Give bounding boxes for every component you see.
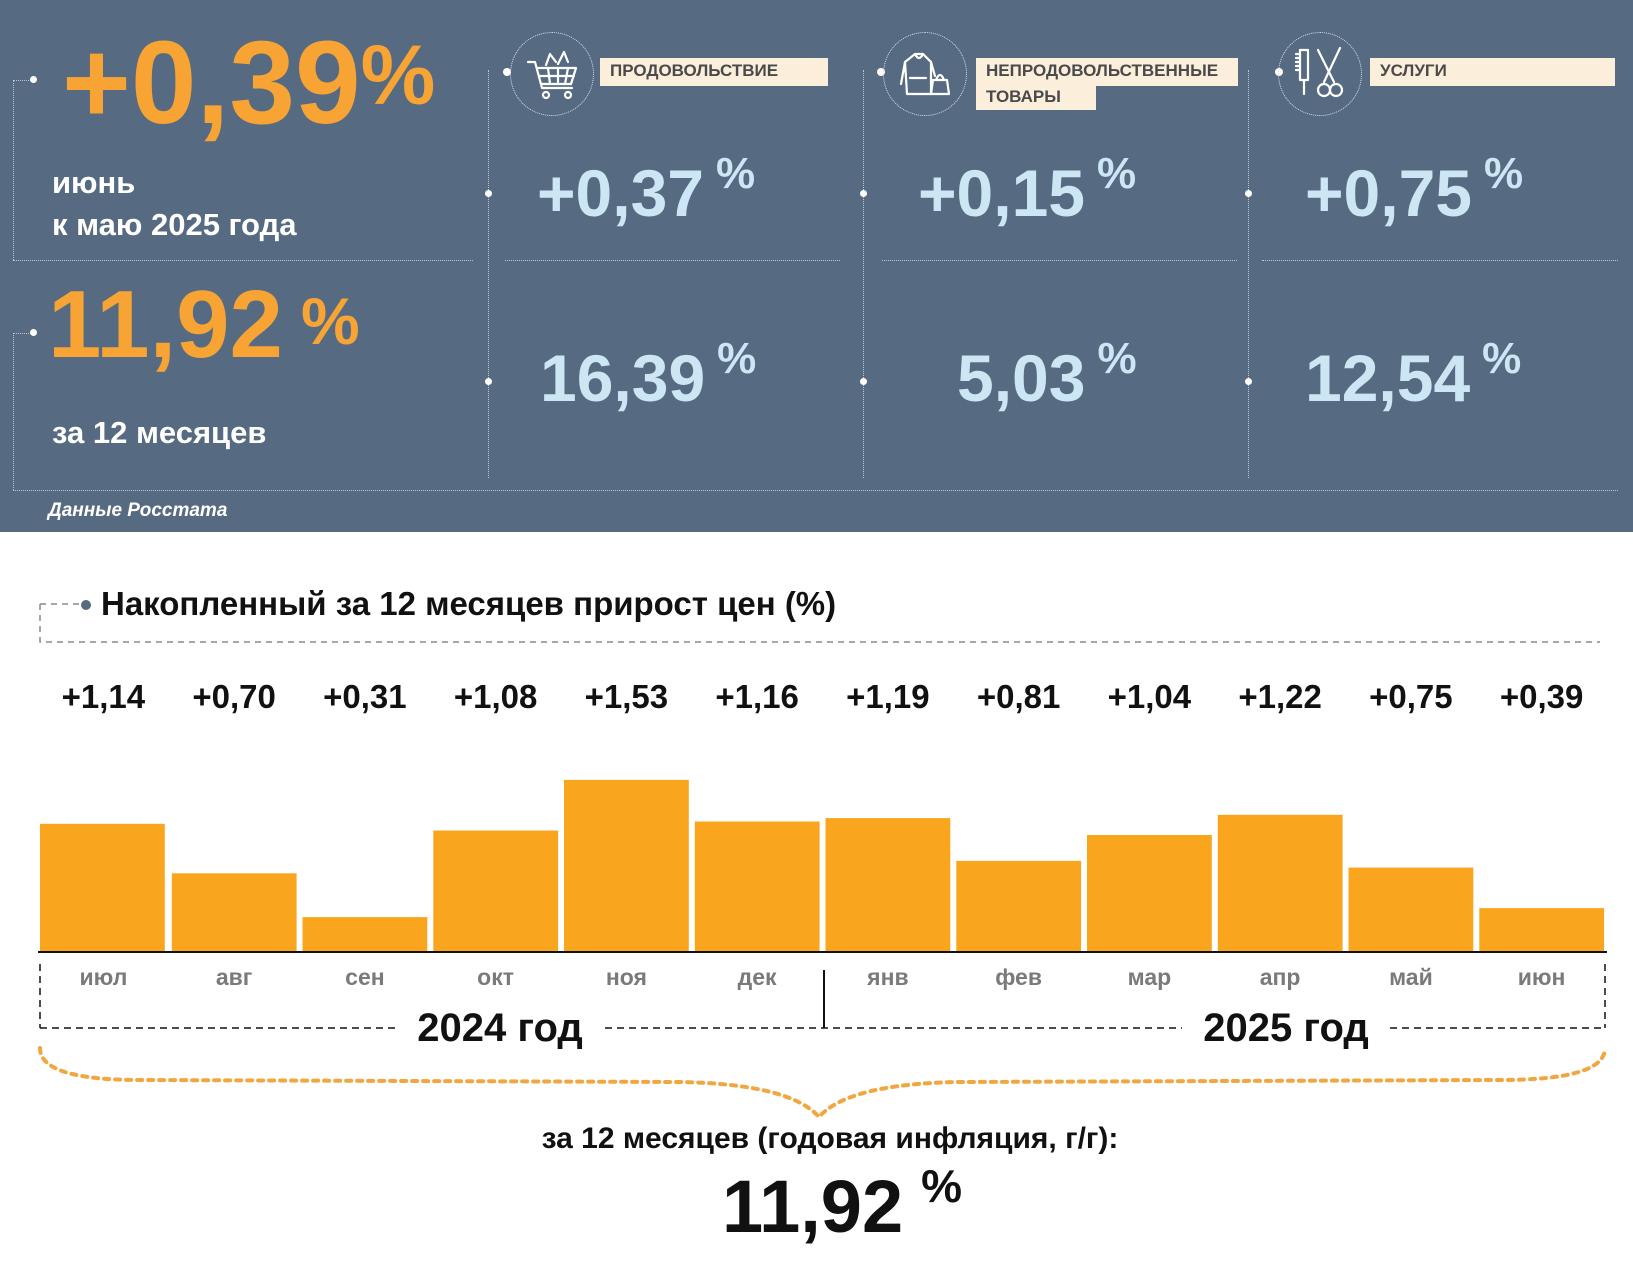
connector-line	[13, 260, 473, 261]
connector-line	[13, 333, 33, 334]
category-label-nonfood-line2: ТОВАРЫ	[976, 84, 1096, 110]
connector-line	[1262, 260, 1618, 261]
bar-фев	[956, 860, 1082, 952]
category-label-nonfood: НЕПРОДОВОЛЬСТВЕННЫЕ	[976, 58, 1238, 86]
nonfood-monthly-value: +0,15%	[918, 149, 1137, 230]
connector-line	[882, 260, 1237, 261]
yearly-inflation-value: 11,92%	[48, 271, 360, 378]
bar-апр	[1217, 814, 1343, 953]
category-label-services: УСЛУГИ	[1370, 58, 1615, 86]
bar-авг	[171, 873, 297, 952]
bar-сен	[302, 917, 428, 952]
nonfood-icon-circle	[883, 32, 967, 116]
food-yearly-value: 16,39%	[540, 334, 757, 415]
year-label-2025: 2025 год	[1203, 1006, 1369, 1050]
month-label: июл	[79, 964, 127, 990]
bar-ноя	[564, 779, 689, 952]
chart-header: Накопленный за 12 месяцев прирост цен (%…	[39, 585, 1600, 643]
food-monthly-value: +0,37%	[537, 149, 756, 230]
connector-dot	[877, 68, 885, 76]
connector-dot	[485, 378, 492, 385]
data-source: Данные Росстата	[48, 500, 228, 521]
connector-line	[505, 260, 840, 261]
month-label: дек	[738, 964, 777, 990]
connector-line	[13, 333, 14, 490]
value-label: +0,70	[192, 678, 276, 715]
shopping-cart-icon	[526, 50, 578, 100]
services-yearly-value: 12,54%	[1305, 334, 1522, 415]
value-label: +0,75	[1369, 678, 1453, 715]
total-label: за 12 месяцев (годовая инфляция, г/г):	[542, 1122, 1119, 1155]
month-label: фев	[995, 964, 1042, 990]
value-labels: +1,14 +0,70 +0,31 +1,08 +1,53 +1,16 +1,19 +0,81…	[62, 678, 1584, 715]
month-label: апр	[1260, 964, 1301, 990]
month-label: окт	[477, 964, 514, 990]
year-label-2024: 2024 год	[417, 1006, 583, 1050]
total-brace	[38, 1046, 1607, 1121]
chart-title: Накопленный за 12 месяцев прирост цен (%…	[101, 585, 836, 622]
value-label: +1,04	[1108, 678, 1192, 715]
year-brackets	[39, 964, 1606, 1029]
monthly-period-label: июнь к маю 2025 года	[52, 165, 297, 242]
value-label: +1,19	[846, 678, 930, 715]
connector-dot	[30, 76, 37, 83]
bar-май	[1348, 867, 1474, 952]
services-monthly-value: +0,75%	[1305, 149, 1524, 230]
value-label: +1,16	[715, 678, 799, 715]
monthly-inflation-chart: Накопленный за 12 месяцев прирост цен (%…	[38, 585, 1607, 1248]
month-label: сен	[345, 964, 384, 990]
yearly-period-label: за 12 месяцев	[52, 415, 267, 450]
month-labels: июл авг сен окт ноя дек янв фев мар апр май июн	[79, 964, 1565, 990]
month-label: июн	[1518, 964, 1566, 990]
category-label-food: ПРОДОВОЛЬСТВИЕ	[600, 58, 828, 86]
connector-dot	[1245, 190, 1252, 197]
value-label: +0,31	[323, 678, 407, 715]
connector-dot	[860, 378, 867, 385]
services-icon-circle	[1278, 32, 1362, 116]
value-label: +0,39	[1500, 678, 1584, 715]
column-divider	[863, 70, 864, 478]
food-icon-circle	[510, 32, 594, 116]
nonfood-yearly-value: 5,03%	[957, 334, 1137, 415]
connector-line	[13, 490, 1618, 491]
connector-line	[13, 80, 33, 81]
column-divider	[1248, 70, 1249, 478]
value-label: +0,81	[977, 678, 1061, 715]
month-label: янв	[866, 964, 908, 990]
month-label: май	[1389, 964, 1433, 990]
bar-окт	[433, 830, 559, 952]
clothes-icon	[899, 52, 951, 96]
bars	[40, 779, 1605, 953]
value-label: +1,14	[62, 678, 146, 715]
column-divider	[488, 70, 489, 478]
scissors-comb-icon	[1294, 46, 1344, 98]
connector-dot	[860, 190, 867, 197]
bar-июн	[1479, 908, 1605, 952]
bar-дек	[694, 821, 820, 952]
connector-dot	[485, 190, 492, 197]
total-value: 11,92%	[722, 1160, 962, 1248]
bar-июл	[40, 823, 165, 952]
monthly-inflation-value: +0,39%	[62, 17, 436, 149]
month-label: ноя	[606, 964, 647, 990]
month-label: авг	[216, 964, 253, 990]
month-label: мар	[1128, 964, 1172, 990]
bar-мар	[1087, 835, 1212, 952]
value-label: +1,08	[454, 678, 538, 715]
connector-dot	[1245, 378, 1252, 385]
connector-dot	[503, 68, 511, 76]
connector-line	[13, 80, 14, 260]
inflation-summary-panel: +0,39% июнь к маю 2025 года 11,92% за 12…	[0, 0, 1633, 532]
value-label: +1,53	[585, 678, 669, 715]
connector-dot	[30, 329, 37, 336]
bar-янв	[825, 818, 951, 952]
value-label: +1,22	[1238, 678, 1322, 715]
